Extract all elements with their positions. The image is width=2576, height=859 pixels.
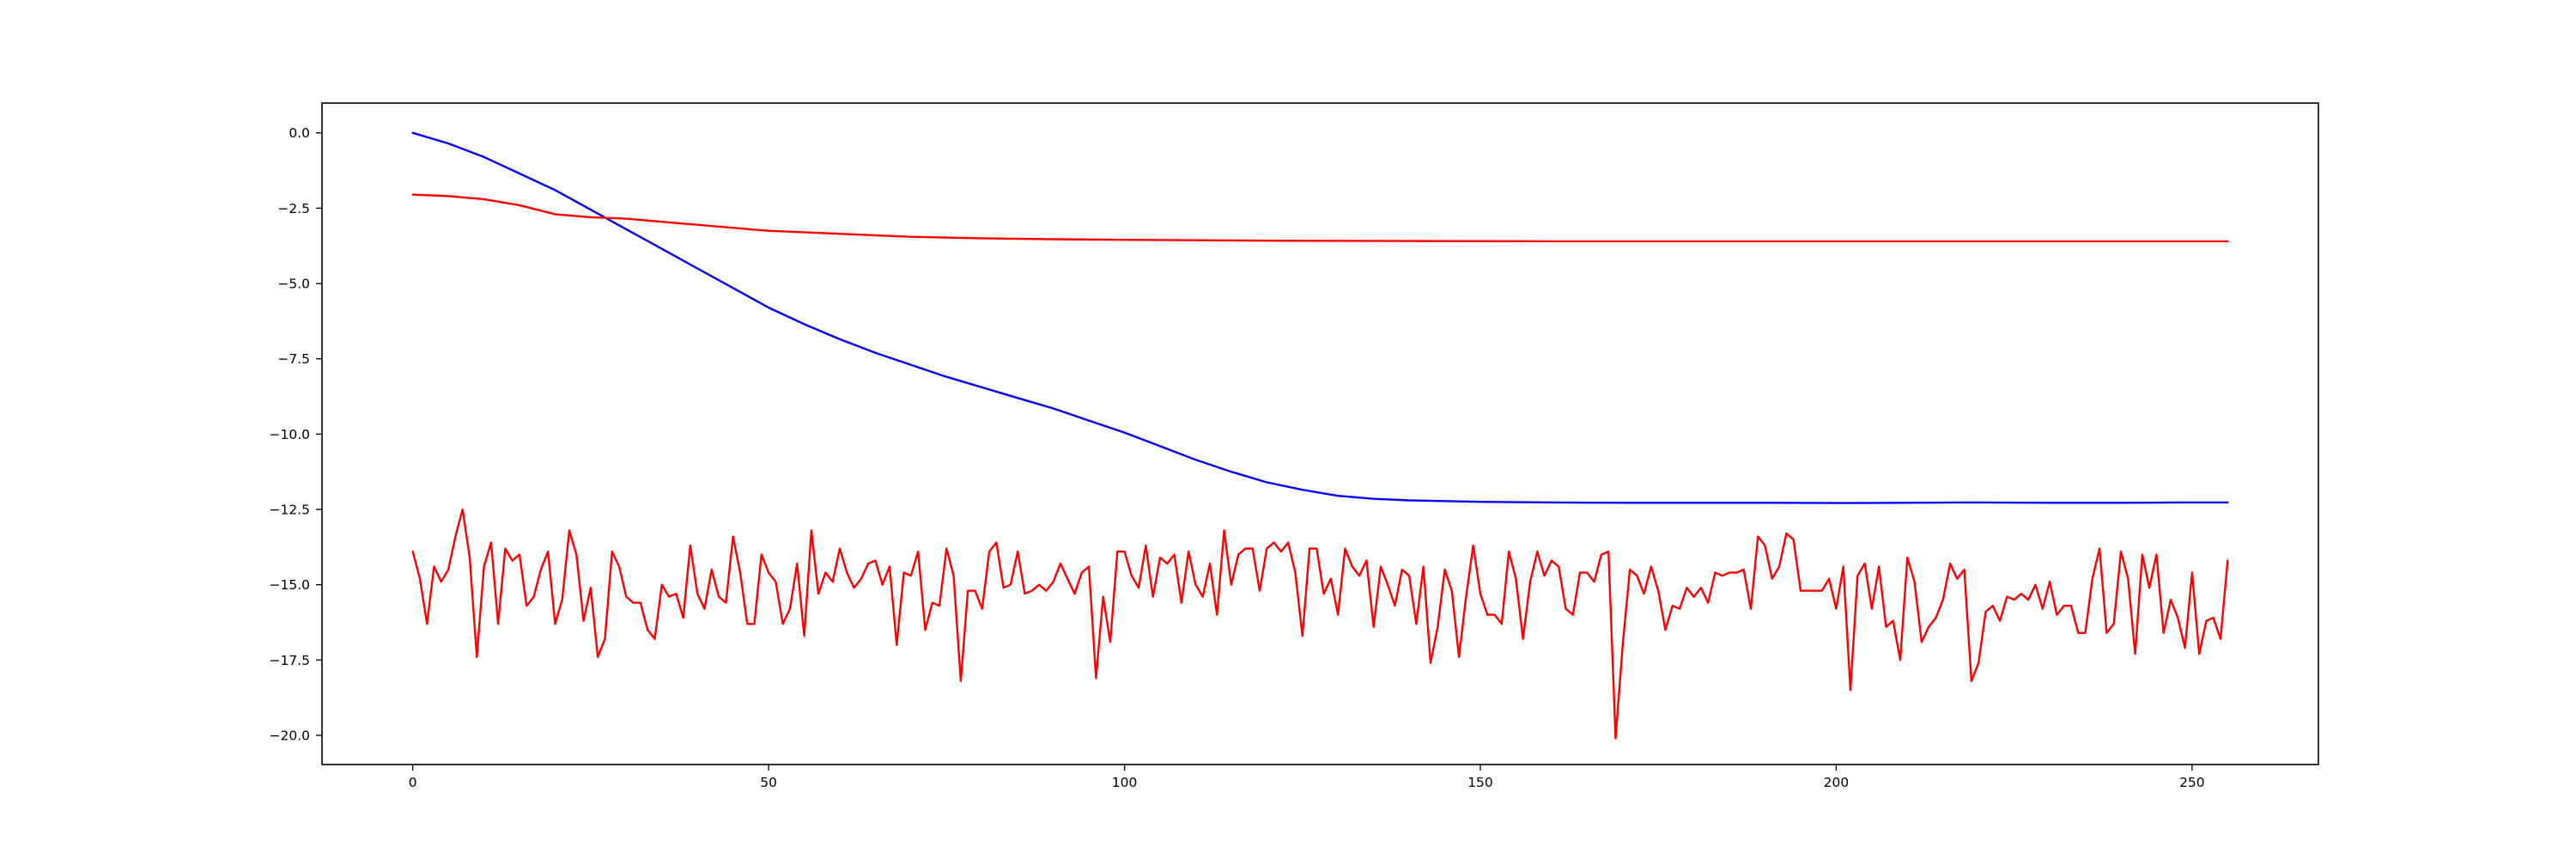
x-tick-label: 0 [409, 775, 417, 790]
x-tick-label: 100 [1112, 775, 1138, 790]
series-layer [411, 131, 2229, 740]
y-tick-label: −2.5 [277, 201, 310, 216]
x-tick-label: 50 [760, 775, 777, 790]
x-tick-label: 200 [1824, 775, 1850, 790]
y-tick-label: −15.0 [270, 577, 311, 593]
x-tick-label: 150 [1467, 775, 1493, 790]
y-tick-label: −10.0 [270, 427, 311, 442]
series-line-1 [411, 131, 2229, 504]
series-line-3 [411, 508, 2229, 740]
series-line-2 [411, 193, 2229, 243]
y-tick-label: −5.0 [277, 277, 310, 292]
y-tick-label: −17.5 [270, 653, 311, 668]
y-tick-label: −20.0 [270, 728, 311, 743]
x-axis: 0 50 100 150 200 250 [409, 765, 2205, 790]
y-tick-label: −12.5 [270, 503, 311, 518]
plot-frame [321, 102, 2319, 765]
y-tick-label: −7.5 [277, 351, 310, 367]
x-tick-label: 250 [2179, 775, 2205, 790]
y-axis: 0.0 −2.5 −5.0 −7.5 −10.0 −12.5 −15.0 −17.5 −20.0 [270, 125, 322, 743]
y-tick-label: 0.0 [289, 125, 310, 141]
